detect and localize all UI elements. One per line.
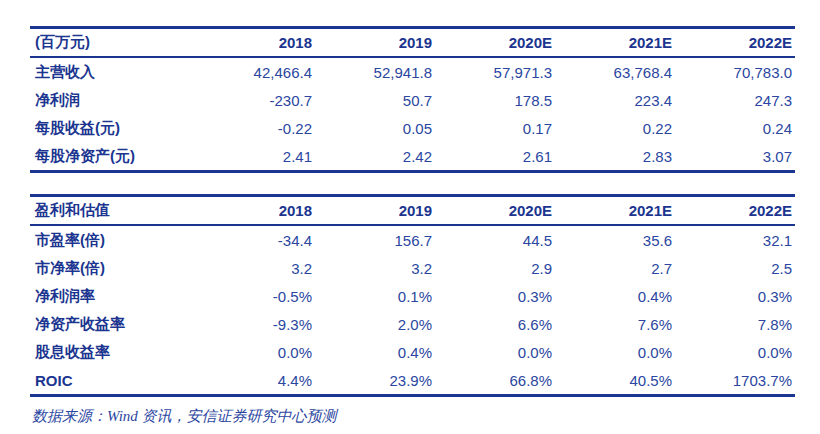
cell-value: 66.8% <box>435 366 555 396</box>
cell-value: 70,783.0 <box>675 57 795 86</box>
year-header: 2022E <box>675 28 795 58</box>
cell-value: 44.5 <box>435 225 555 254</box>
cell-value: 0.24 <box>675 114 795 142</box>
table-row: 净利润率 -0.5% 0.1% 0.3% 0.4% 0.3% <box>30 282 795 310</box>
valuation-table: 盈利和估值 2018 2019 2020E 2021E 2022E 市盈率(倍)… <box>30 194 795 397</box>
cell-value: 2.5 <box>675 254 795 282</box>
year-header: 2018 <box>195 28 315 58</box>
cell-value: 0.0% <box>555 338 675 366</box>
cell-value: 3.2 <box>315 254 435 282</box>
cell-value: 40.5% <box>555 366 675 396</box>
cell-value: 2.7 <box>555 254 675 282</box>
cell-value: 2.0% <box>315 310 435 338</box>
table-row: 主营收入 42,466.4 52,941.8 57,971.3 63,768.4… <box>30 57 795 86</box>
table-row: 净利润 -230.7 50.7 178.5 223.4 247.3 <box>30 86 795 114</box>
table-header-row: (百万元) 2018 2019 2020E 2021E 2022E <box>30 28 795 58</box>
cell-value: 2.9 <box>435 254 555 282</box>
year-header: 2021E <box>555 196 675 226</box>
row-label: ROIC <box>30 366 195 396</box>
cell-value: 223.4 <box>555 86 675 114</box>
cell-value: 3.2 <box>195 254 315 282</box>
cell-value: 0.22 <box>555 114 675 142</box>
row-label: 股息收益率 <box>30 338 195 366</box>
table-row: 每股收益(元) -0.22 0.05 0.17 0.22 0.24 <box>30 114 795 142</box>
data-source-note: 数据来源：Wind 资讯，安信证券研究中心预测 <box>30 407 795 426</box>
cell-value: -34.4 <box>195 225 315 254</box>
cell-value: 0.3% <box>675 282 795 310</box>
cell-value: 0.0% <box>675 338 795 366</box>
cell-value: 0.4% <box>315 338 435 366</box>
cell-value: 7.6% <box>555 310 675 338</box>
cell-value: 0.05 <box>315 114 435 142</box>
row-label: 每股净资产(元) <box>30 142 195 172</box>
table-row: ROIC 4.4% 23.9% 66.8% 40.5% 1703.7% <box>30 366 795 396</box>
table-row: 市盈率(倍) -34.4 156.7 44.5 35.6 32.1 <box>30 225 795 254</box>
cell-value: 2.41 <box>195 142 315 172</box>
table-row: 净资产收益率 -9.3% 2.0% 6.6% 7.6% 7.8% <box>30 310 795 338</box>
cell-value: 156.7 <box>315 225 435 254</box>
cell-value: 52,941.8 <box>315 57 435 86</box>
cell-value: -9.3% <box>195 310 315 338</box>
year-header: 2020E <box>435 196 555 226</box>
valuation-header: 盈利和估值 <box>30 196 195 226</box>
cell-value: 3.07 <box>675 142 795 172</box>
cell-value: 247.3 <box>675 86 795 114</box>
cell-value: 57,971.3 <box>435 57 555 86</box>
cell-value: -0.22 <box>195 114 315 142</box>
row-label: 市净率(倍) <box>30 254 195 282</box>
year-header: 2019 <box>315 196 435 226</box>
year-header: 2022E <box>675 196 795 226</box>
row-label: 净利润率 <box>30 282 195 310</box>
year-header: 2021E <box>555 28 675 58</box>
cell-value: 7.8% <box>675 310 795 338</box>
cell-value: 0.1% <box>315 282 435 310</box>
cell-value: 32.1 <box>675 225 795 254</box>
cell-value: 0.4% <box>555 282 675 310</box>
cell-value: 178.5 <box>435 86 555 114</box>
cell-value: 0.3% <box>435 282 555 310</box>
cell-value: 6.6% <box>435 310 555 338</box>
cell-value: 0.0% <box>195 338 315 366</box>
cell-value: 63,768.4 <box>555 57 675 86</box>
cell-value: 2.61 <box>435 142 555 172</box>
year-header: 2019 <box>315 28 435 58</box>
table-row: 股息收益率 0.0% 0.4% 0.0% 0.0% 0.0% <box>30 338 795 366</box>
cell-value: 4.4% <box>195 366 315 396</box>
table-row: 市净率(倍) 3.2 3.2 2.9 2.7 2.5 <box>30 254 795 282</box>
table-gap <box>30 173 795 194</box>
financial-summary-table: (百万元) 2018 2019 2020E 2021E 2022E 主营收入 4… <box>30 26 795 173</box>
cell-value: 2.42 <box>315 142 435 172</box>
row-label: 主营收入 <box>30 57 195 86</box>
cell-value: 50.7 <box>315 86 435 114</box>
row-label: 净资产收益率 <box>30 310 195 338</box>
year-header: 2020E <box>435 28 555 58</box>
cell-value: 42,466.4 <box>195 57 315 86</box>
row-label: 净利润 <box>30 86 195 114</box>
row-label: 市盈率(倍) <box>30 225 195 254</box>
year-header: 2018 <box>195 196 315 226</box>
cell-value: 2.83 <box>555 142 675 172</box>
cell-value: -0.5% <box>195 282 315 310</box>
cell-value: 0.17 <box>435 114 555 142</box>
cell-value: 1703.7% <box>675 366 795 396</box>
cell-value: -230.7 <box>195 86 315 114</box>
unit-header: (百万元) <box>30 28 195 58</box>
table-header-row: 盈利和估值 2018 2019 2020E 2021E 2022E <box>30 196 795 226</box>
report-table-section: (百万元) 2018 2019 2020E 2021E 2022E 主营收入 4… <box>0 0 820 426</box>
cell-value: 23.9% <box>315 366 435 396</box>
table-row: 每股净资产(元) 2.41 2.42 2.61 2.83 3.07 <box>30 142 795 172</box>
cell-value: 0.0% <box>435 338 555 366</box>
row-label: 每股收益(元) <box>30 114 195 142</box>
cell-value: 35.6 <box>555 225 675 254</box>
